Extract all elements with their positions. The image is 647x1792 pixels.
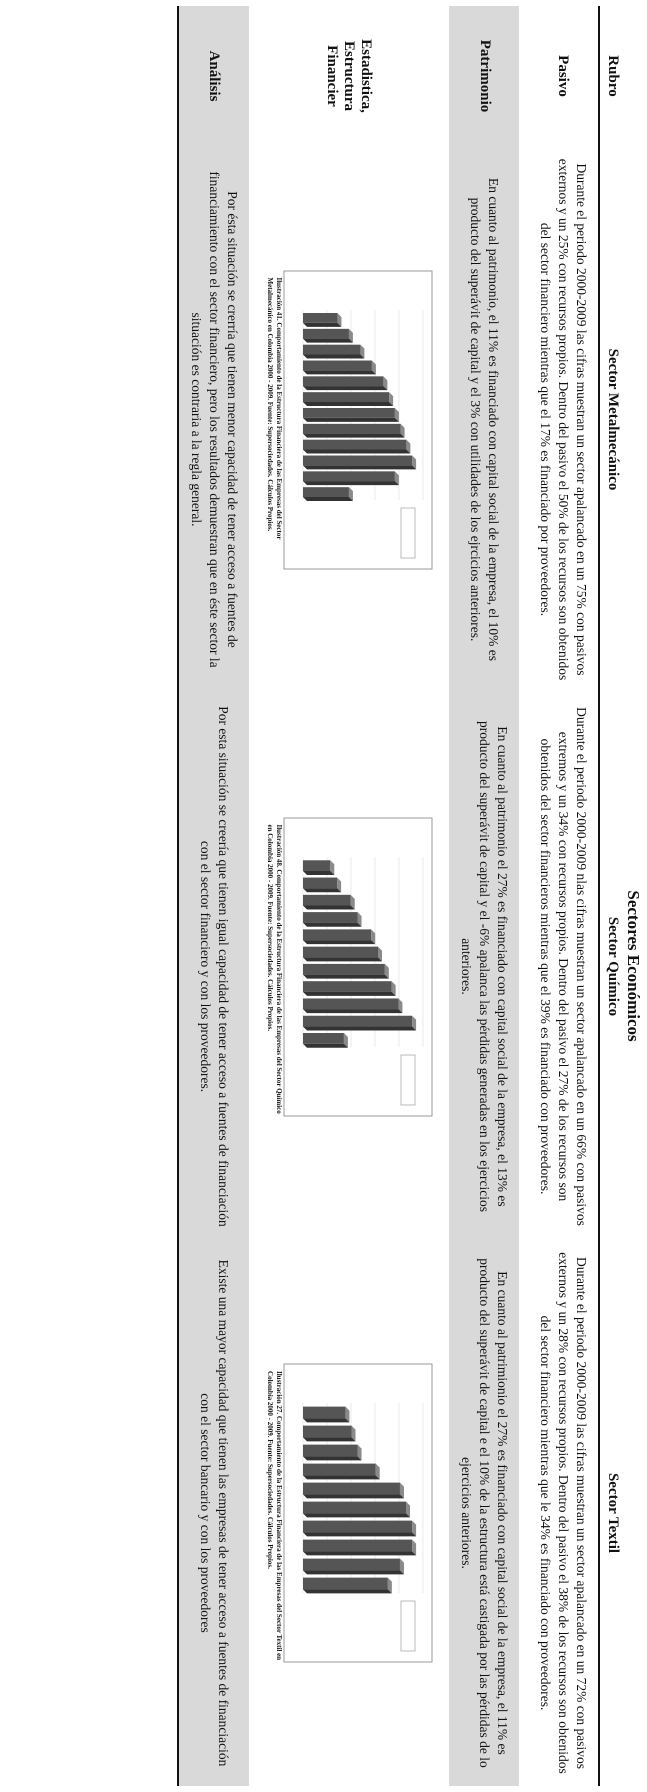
row-estadistica: Estadistica, Estructura Financier Ilustr… (257, 6, 441, 1786)
chart-bar (302, 360, 376, 374)
chart-bar (302, 859, 334, 875)
row-label-patrimonio: Patrimonio (476, 39, 493, 113)
row-pasivo: Pasivo Durante el periodo 2000-2009 las … (527, 6, 599, 1786)
chart-bar (302, 1539, 416, 1556)
chart-cell-quimico: Ilustración 48. Comportamiento de la Est… (257, 693, 441, 1240)
chart-bar (302, 486, 353, 501)
chart-bar (302, 455, 416, 469)
chart-bar (302, 391, 393, 406)
chart-legend (400, 507, 416, 558)
chart-bar (302, 1577, 392, 1594)
chart-legend (400, 1054, 416, 1105)
caption-quimico: Ilustración 48. Comportamiento de la Est… (265, 824, 283, 1114)
chart-bar (302, 1558, 404, 1575)
chart-bar (302, 344, 365, 358)
analisis-metalmecanico: Por ésta situación se crerría que tienen… (177, 146, 250, 693)
chart-bar (302, 980, 396, 996)
chart-bar (302, 928, 375, 944)
patrimonio-quimico: En cuanto al patrimonio el 27% es financ… (458, 720, 511, 1213)
sector-header-metalmecanico: Sector Metalmecánico (599, 146, 623, 693)
sectors-table: Sectores Económicos Rubro Sector Metalme… (177, 6, 647, 1787)
chart-bar (302, 1463, 380, 1480)
chart-bar (302, 1444, 362, 1461)
chart-bar (302, 470, 399, 485)
chart-bar (302, 407, 399, 422)
sector-header-textil: Sector Textil (599, 1240, 623, 1787)
chart-bar (302, 1425, 356, 1442)
chart-metalmecanico (283, 270, 433, 569)
table-title: Sectores Económicos (624, 890, 643, 1042)
patrimonio-textil: En cuanto al patrimionio el 27% es finan… (458, 1258, 511, 1768)
pasivo-metalmecanico: Durante el periodo 2000-2009 las cifras … (537, 158, 589, 681)
rubro-header: Rubro (599, 6, 623, 146)
analisis-quimico: Por esta situación se creería que tienen… (177, 693, 250, 1240)
patrimonio-metalmecanico: En cuanto al patrimonio, el 11% es finan… (468, 177, 502, 662)
rubro-header-spacer (623, 6, 647, 146)
pasivo-textil: Durante el periodo 2000-2009 las cifras … (537, 1252, 589, 1774)
chart-bar (302, 1482, 404, 1499)
sector-header-quimico: Sector Químico (599, 693, 623, 1240)
chart-bar (302, 997, 403, 1013)
chart-bar (302, 963, 389, 979)
chart-bar (302, 877, 341, 892)
chart-bar (302, 911, 362, 927)
caption-textil: Ilustración 27. Comportamiento de la Est… (265, 1371, 283, 1661)
row-analisis: Análisis Por ésta situación se crerría q… (177, 6, 250, 1787)
caption-metalmecanico: Ilustración 41. Comportamiento de la Est… (265, 277, 283, 540)
chart-cell-textil: Ilustración 27. Comportamiento de la Est… (257, 1240, 441, 1786)
chart-quimico (283, 817, 433, 1116)
chart-bar (302, 423, 405, 438)
chart-bar (302, 312, 342, 327)
chart-cell-metalmecanico: Ilustración 41. Comportamiento de la Est… (257, 146, 441, 693)
chart-bar (302, 1015, 416, 1030)
chart-bar (302, 946, 382, 961)
chart-bar (302, 1032, 348, 1048)
chart-bar (302, 439, 411, 453)
chart-bar (302, 1406, 350, 1423)
chart-textil (283, 1363, 433, 1663)
chart-bar (302, 328, 353, 343)
chart-bar (302, 375, 388, 390)
row-label-analisis: Análisis (177, 6, 250, 146)
chart-bar (302, 1501, 410, 1518)
chart-bar (302, 894, 355, 910)
chart-legend (400, 1600, 416, 1652)
row-label-pasivo: Pasivo (555, 55, 572, 97)
row-patrimonio: Patrimonio En cuanto al patrimonio, el 1… (448, 6, 520, 1787)
analisis-textil: Existe una mayor capacidad que tienen la… (177, 1240, 250, 1787)
pasivo-quimico: Durante el periodo 2000-2009 nlas cifras… (537, 707, 589, 1226)
row-label-estadistica: Estadistica, Estructura Financier (324, 39, 375, 113)
chart-bar (302, 1520, 416, 1537)
